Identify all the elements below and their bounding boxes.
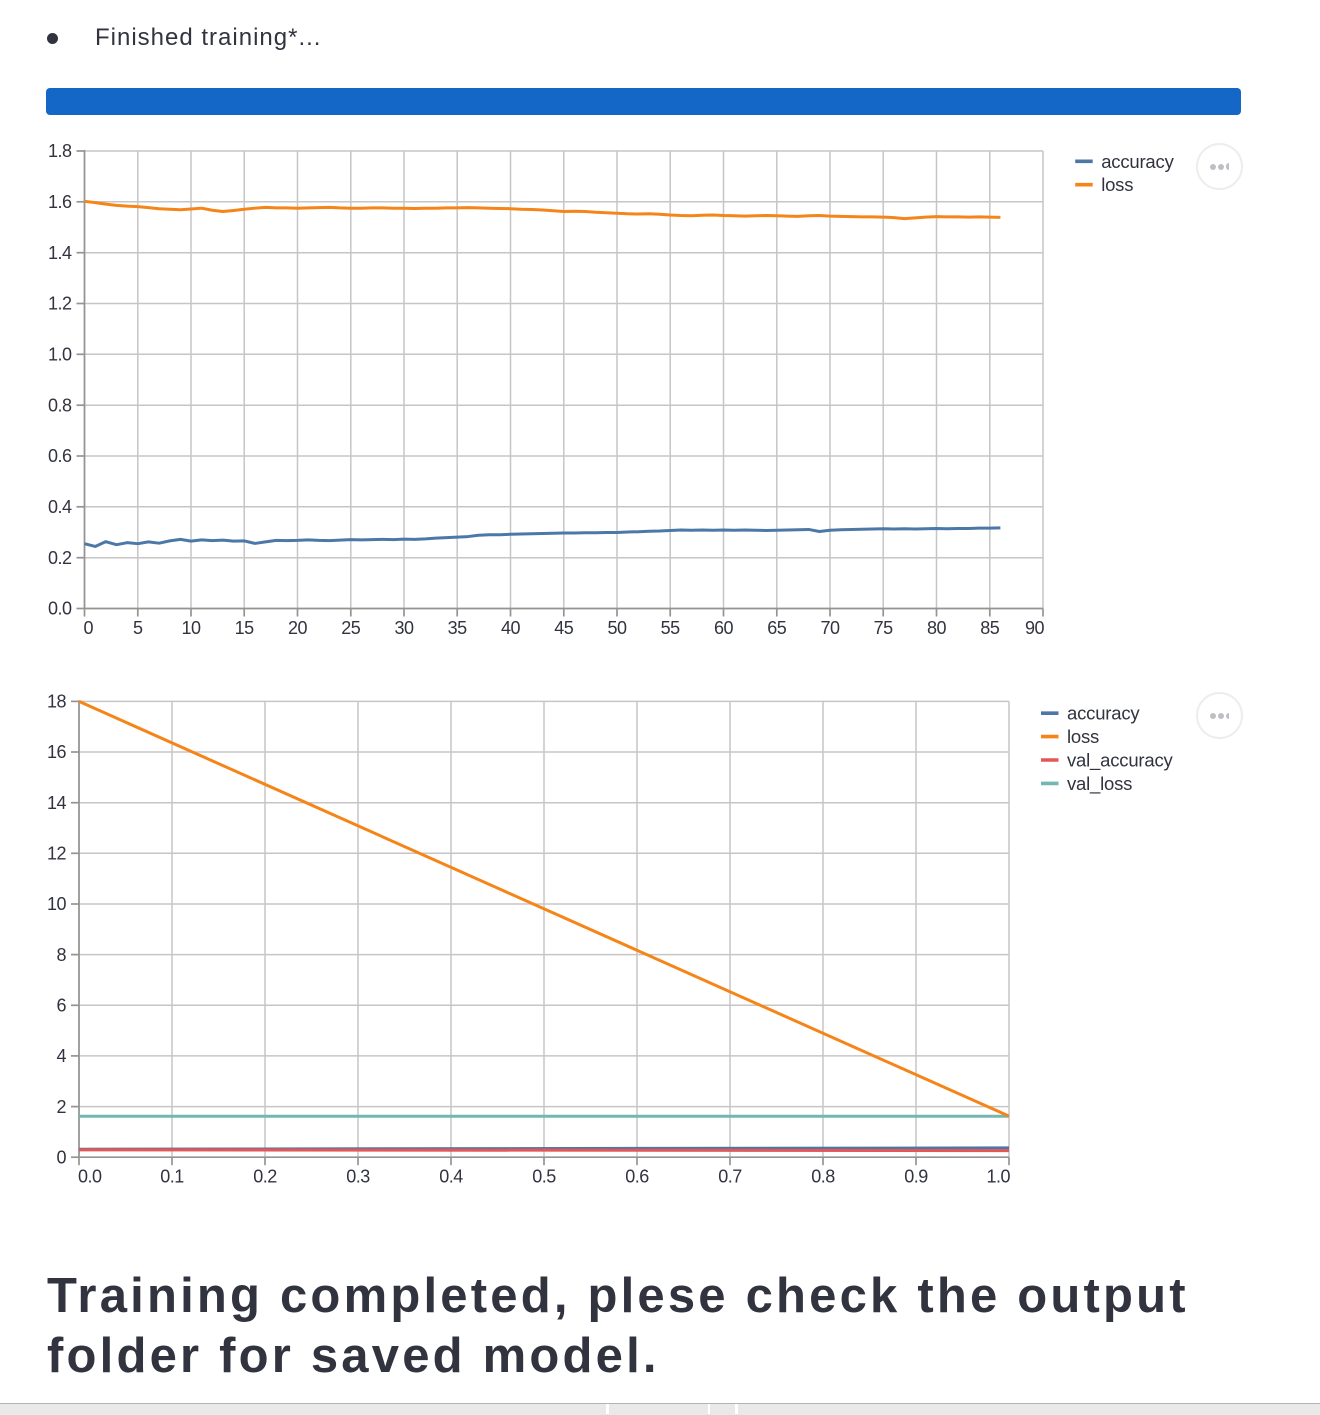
svg-text:75: 75 xyxy=(874,618,894,638)
svg-text:0.0: 0.0 xyxy=(48,599,72,619)
svg-text:0.8: 0.8 xyxy=(811,1167,835,1187)
svg-text:16: 16 xyxy=(47,742,67,762)
svg-text:5: 5 xyxy=(133,618,143,638)
svg-text:50: 50 xyxy=(607,618,627,638)
svg-text:0.7: 0.7 xyxy=(718,1167,742,1187)
svg-text:val_accuracy: val_accuracy xyxy=(1067,750,1174,772)
svg-text:0.1: 0.1 xyxy=(160,1167,184,1187)
svg-text:0.2: 0.2 xyxy=(253,1167,277,1187)
svg-text:40: 40 xyxy=(501,618,521,638)
svg-text:loss: loss xyxy=(1067,726,1099,747)
svg-text:accuracy: accuracy xyxy=(1067,703,1140,724)
svg-text:1.6: 1.6 xyxy=(48,192,72,212)
svg-text:0.4: 0.4 xyxy=(48,497,72,517)
svg-text:val_loss: val_loss xyxy=(1067,773,1132,795)
svg-text:1.0: 1.0 xyxy=(48,345,72,365)
svg-text:80: 80 xyxy=(927,618,947,638)
svg-text:0.2: 0.2 xyxy=(48,548,72,568)
svg-text:10: 10 xyxy=(181,618,201,638)
svg-text:0.5: 0.5 xyxy=(532,1167,556,1187)
svg-text:12: 12 xyxy=(47,844,67,864)
svg-text:2: 2 xyxy=(56,1097,66,1117)
svg-text:35: 35 xyxy=(448,618,468,638)
svg-text:10: 10 xyxy=(47,894,67,914)
svg-text:65: 65 xyxy=(767,618,787,638)
svg-text:85: 85 xyxy=(980,618,1000,638)
svg-text:4: 4 xyxy=(56,1046,66,1066)
svg-text:18: 18 xyxy=(47,692,67,712)
svg-text:70: 70 xyxy=(820,618,840,638)
svg-text:0: 0 xyxy=(84,618,94,638)
svg-text:0.6: 0.6 xyxy=(48,446,72,466)
svg-text:14: 14 xyxy=(47,793,67,813)
svg-text:0.0: 0.0 xyxy=(78,1167,102,1187)
svg-text:60: 60 xyxy=(714,618,734,638)
svg-text:1.2: 1.2 xyxy=(48,294,72,314)
svg-text:0.8: 0.8 xyxy=(48,395,72,415)
svg-text:8: 8 xyxy=(56,945,66,965)
svg-text:0.9: 0.9 xyxy=(904,1167,928,1187)
svg-text:0.6: 0.6 xyxy=(625,1167,649,1187)
svg-text:25: 25 xyxy=(341,618,361,638)
svg-text:1.0: 1.0 xyxy=(986,1167,1010,1187)
svg-text:90: 90 xyxy=(1025,618,1045,638)
svg-text:15: 15 xyxy=(235,618,255,638)
svg-text:loss: loss xyxy=(1101,174,1133,195)
svg-text:0.4: 0.4 xyxy=(439,1167,463,1187)
svg-text:0: 0 xyxy=(56,1147,66,1167)
svg-text:6: 6 xyxy=(56,996,66,1016)
svg-text:0.3: 0.3 xyxy=(346,1167,370,1187)
svg-text:20: 20 xyxy=(288,618,308,638)
svg-text:1.8: 1.8 xyxy=(48,141,72,161)
svg-text:accuracy: accuracy xyxy=(1101,151,1174,172)
svg-text:30: 30 xyxy=(394,618,414,638)
svg-text:45: 45 xyxy=(554,618,574,638)
svg-text:1.4: 1.4 xyxy=(48,243,72,263)
svg-text:55: 55 xyxy=(661,618,681,638)
